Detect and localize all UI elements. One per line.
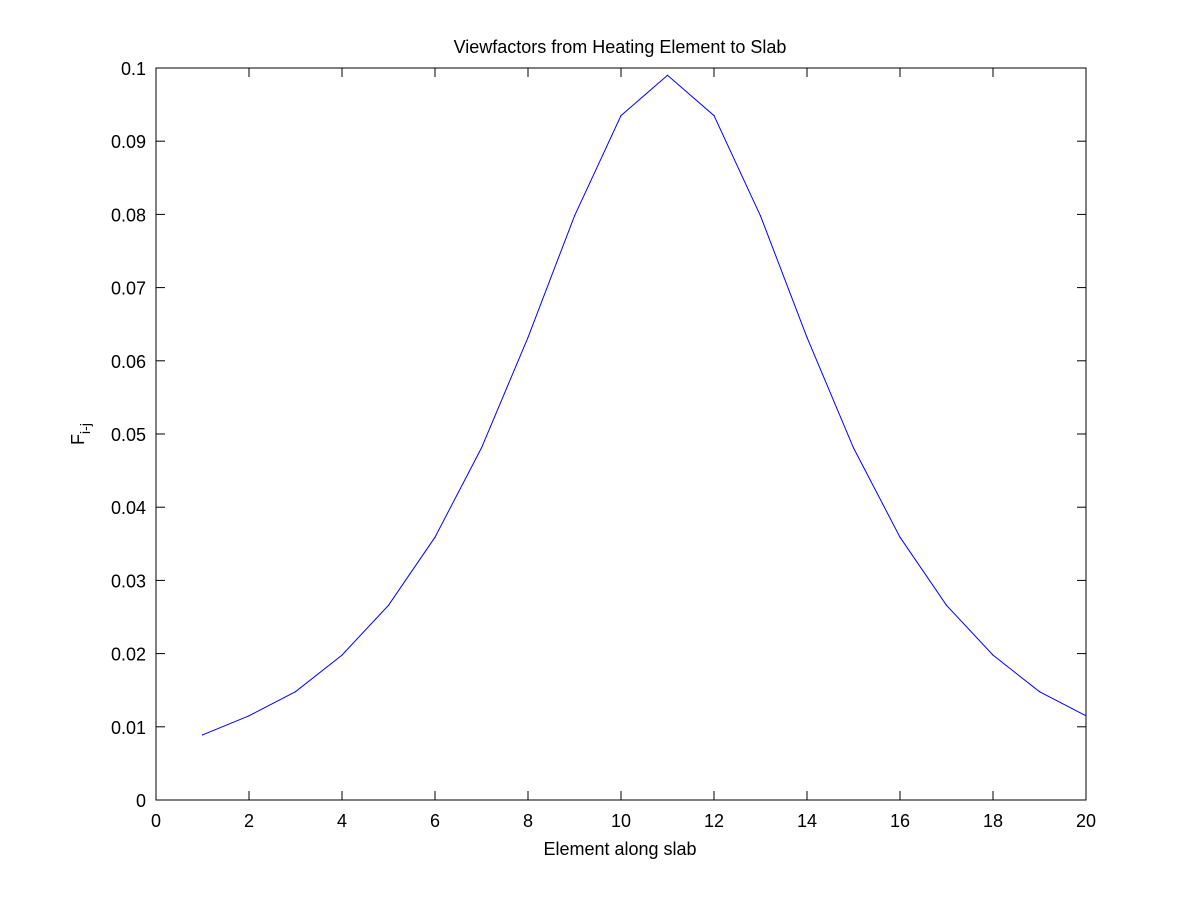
x-tick-label: 18 [983,811,1003,831]
plot-area [155,67,1087,801]
data-series [201,74,1087,736]
x-axis-tick-labels: 0 2 4 6 8 10 12 14 16 18 20 [151,811,1096,831]
data-point [992,654,994,656]
data-point [852,447,855,449]
y-axis-tick-labels: 0 0.01 0.02 0.03 0.04 0.05 0.06 0.07 0.08 0.09 0.1 [111,59,146,811]
x-tick-label: 0 [151,811,161,831]
x-tick-label: 10 [611,811,631,831]
data-point [294,691,297,693]
y-tick-label: 0.04 [111,498,146,518]
data-point [759,215,762,217]
y-tick-label: 0.02 [111,645,146,665]
axis-ticks [155,67,1087,801]
data-point [573,215,576,217]
data-point [480,447,483,449]
x-tick-label: 12 [704,811,724,831]
x-tick-label: 14 [797,811,817,831]
x-tick-label: 2 [244,811,254,831]
series-line [202,74,1087,736]
data-point [527,336,529,338]
x-tick-label: 8 [523,811,533,831]
data-point [1085,715,1087,717]
y-tick-label: 0 [136,791,146,811]
y-tick-label: 0.01 [111,718,146,738]
y-tick-label: 0.03 [111,571,146,591]
data-point [620,114,622,117]
y-axis-label-subscript: i-j [77,423,93,434]
data-point [945,604,948,606]
data-point [899,536,901,538]
x-axis-label: Element along slab [543,839,696,859]
x-tick-label: 20 [1076,811,1096,831]
y-tick-label: 0.09 [111,132,146,152]
data-point [713,114,715,117]
y-tick-label: 0.1 [121,59,146,79]
data-point [201,734,204,736]
y-tick-label: 0.07 [111,279,146,299]
data-point [666,74,669,76]
data-point [248,715,250,717]
y-axis-label-main: F [68,434,88,445]
data-point [387,604,390,606]
y-tick-label: 0.06 [111,352,146,372]
x-tick-label: 16 [890,811,910,831]
data-point [1038,691,1041,693]
y-tick-label: 0.08 [111,205,146,225]
y-tick-label: 0.05 [111,425,146,445]
data-point [341,654,343,656]
data-point [434,536,436,538]
y-axis-label: Fi-j [68,423,93,445]
data-point [806,336,808,338]
x-tick-label: 4 [337,811,347,831]
chart-title: Viewfactors from Heating Element to Slab [454,37,787,57]
x-tick-label: 6 [430,811,440,831]
